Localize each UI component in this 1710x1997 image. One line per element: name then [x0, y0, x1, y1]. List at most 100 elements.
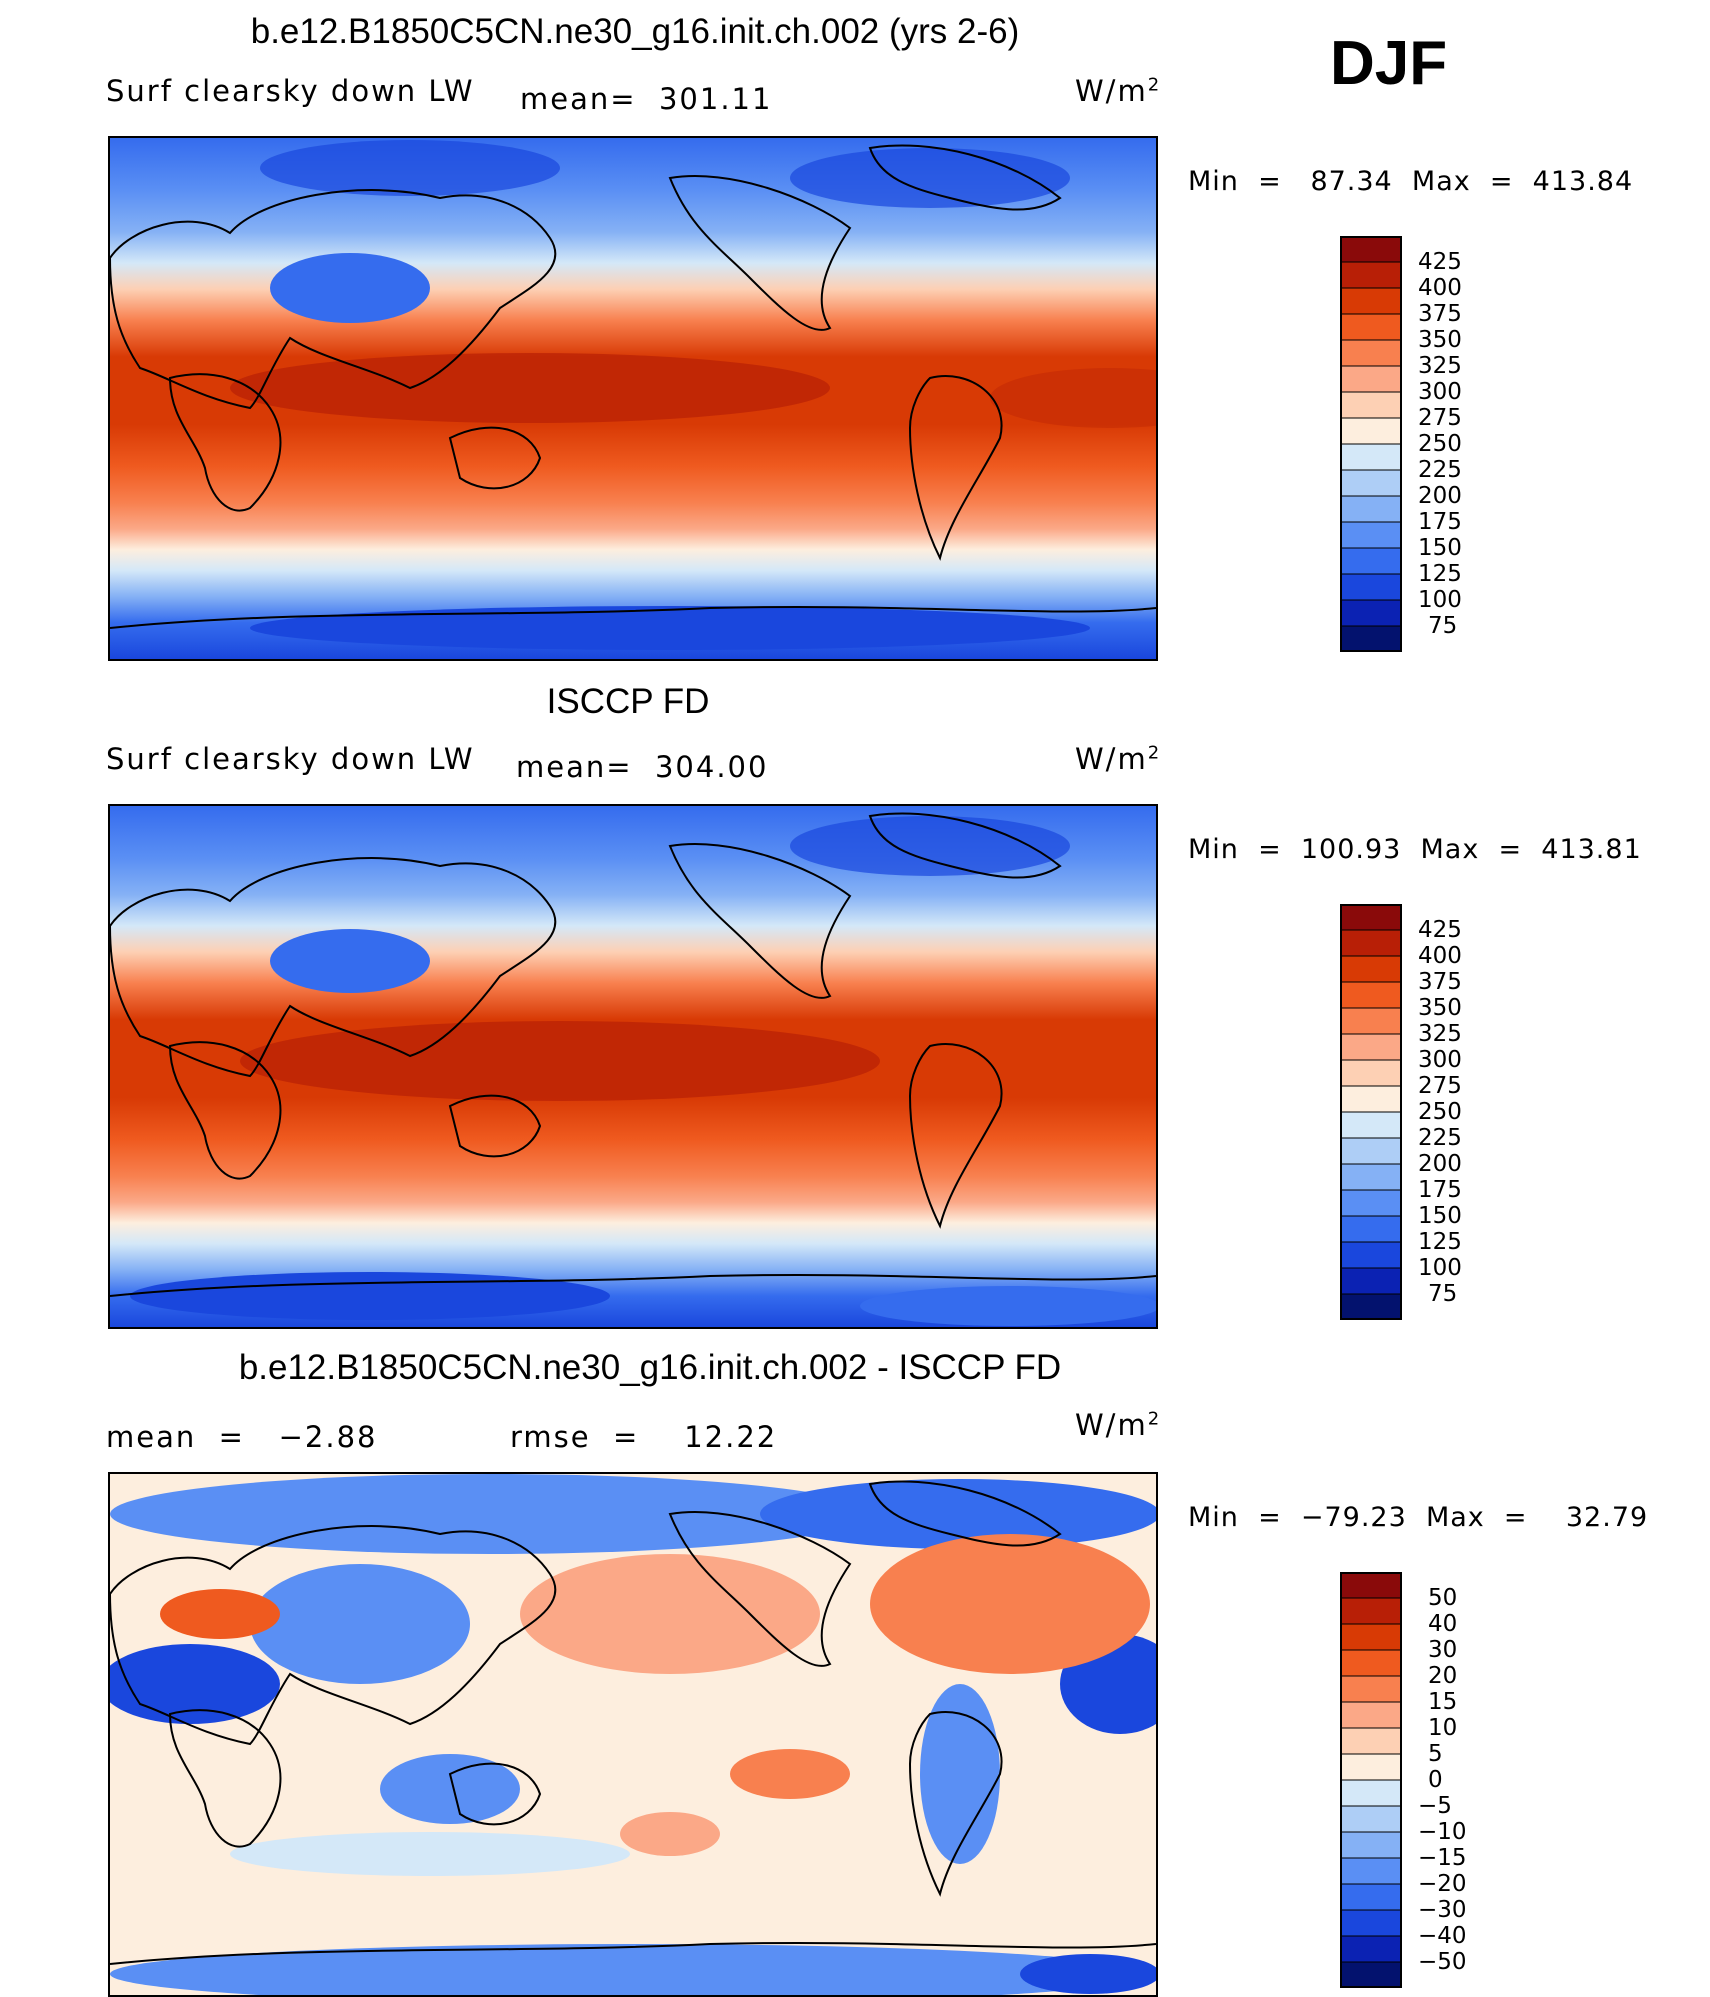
colorbar-tick-label: 40 — [1428, 1611, 1458, 1637]
panel3-title: b.e12.B1850C5CN.ne30_g16.init.ch.002 - I… — [238, 1348, 1062, 1387]
colorbar-tick-label: −15 — [1418, 1845, 1467, 1871]
colorbar-box — [1340, 443, 1402, 471]
colorbar-frame — [1340, 904, 1402, 1320]
colorbar-tick-label: 75 — [1428, 1281, 1458, 1307]
colorbar-tick-label: 375 — [1418, 969, 1462, 995]
colorbar-box — [1340, 365, 1402, 393]
colorbar-box — [1340, 287, 1402, 315]
colorbar-box — [1340, 955, 1402, 983]
colorbar-box — [1340, 1007, 1402, 1035]
colorbar-tick-label: 175 — [1418, 509, 1462, 535]
colorbar-tick-label: −40 — [1418, 1923, 1467, 1949]
colorbar-box — [1340, 1909, 1402, 1937]
panel1-colorbar — [1340, 236, 1402, 652]
colorbar-box — [1340, 1215, 1402, 1243]
colorbar-tick-label: 425 — [1418, 249, 1462, 275]
colorbar-box — [1340, 1163, 1402, 1191]
colorbar-box — [1340, 1623, 1402, 1651]
panel2-unit-label: W/m2 — [1075, 742, 1162, 776]
colorbar-tick-label: 225 — [1418, 1125, 1462, 1151]
colorbar-tick-label: 30 — [1428, 1637, 1458, 1663]
colorbar-box — [1340, 391, 1402, 419]
colorbar-box — [1340, 625, 1402, 652]
colorbar-tick-label: 325 — [1418, 1021, 1462, 1047]
colorbar-tick-label: 100 — [1418, 587, 1462, 613]
colorbar-tick-label: 200 — [1418, 483, 1462, 509]
season-label: DJF — [1330, 29, 1448, 98]
colorbar-tick-label: 150 — [1418, 535, 1462, 561]
colorbar-box — [1340, 929, 1402, 957]
colorbar-tick-label: 275 — [1418, 405, 1462, 431]
colorbar-box — [1340, 469, 1402, 497]
colorbar-tick-label: 225 — [1418, 457, 1462, 483]
colorbar-box — [1340, 599, 1402, 627]
colorbar-tick-label: 400 — [1418, 943, 1462, 969]
colorbar-box — [1340, 981, 1402, 1009]
colorbar-box — [1340, 547, 1402, 575]
colorbar-box — [1340, 1137, 1402, 1165]
colorbar-tick-label: 300 — [1418, 1047, 1462, 1073]
panel2-mean-label: mean= 304.00 — [516, 750, 769, 784]
colorbar-tick-label: 150 — [1418, 1203, 1462, 1229]
colorbar-tick-label: 5 — [1428, 1741, 1443, 1767]
panel2-variable-label: Surf clearsky down LW — [106, 742, 475, 776]
colorbar-tick-label: 250 — [1418, 431, 1462, 457]
colorbar-tick-label: 10 — [1428, 1715, 1458, 1741]
colorbar-box — [1340, 1111, 1402, 1139]
colorbar-box — [1340, 1675, 1402, 1703]
panel3-mean-label: mean = −2.88 — [106, 1420, 378, 1454]
colorbar-tick-label: 100 — [1418, 1255, 1462, 1281]
panel2-map — [108, 804, 1158, 1329]
panel2-map-svg — [110, 806, 1156, 1327]
panel3-colorbar — [1340, 1572, 1402, 1988]
colorbar-box — [1340, 1857, 1402, 1885]
colorbar-box — [1340, 1241, 1402, 1269]
colorbar-box — [1340, 236, 1402, 263]
colorbar-box — [1340, 1597, 1402, 1625]
colorbar-tick-label: −50 — [1418, 1949, 1467, 1975]
colorbar-tick-label: 125 — [1418, 1229, 1462, 1255]
colorbar-box — [1340, 573, 1402, 601]
panel3-unit-label: W/m2 — [1075, 1408, 1162, 1442]
panel2-colorbar — [1340, 904, 1402, 1320]
panel3-map-svg — [110, 1474, 1156, 1995]
colorbar-frame — [1340, 236, 1402, 652]
colorbar-box — [1340, 1085, 1402, 1113]
colorbar-tick-label: 200 — [1418, 1151, 1462, 1177]
panel1-variable-label: Surf clearsky down LW — [106, 74, 475, 108]
colorbar-tick-label: 400 — [1418, 275, 1462, 301]
colorbar-tick-label: 250 — [1418, 1099, 1462, 1125]
colorbar-box — [1340, 1753, 1402, 1781]
panel2-minmax: Min = 100.93 Max = 413.81 — [1188, 834, 1642, 865]
colorbar-box — [1340, 1701, 1402, 1729]
colorbar-tick-label: −20 — [1418, 1871, 1467, 1897]
colorbar-box — [1340, 495, 1402, 523]
colorbar-tick-label: 350 — [1418, 995, 1462, 1021]
panel1-map-svg — [110, 138, 1156, 659]
colorbar-tick-label: −5 — [1418, 1793, 1452, 1819]
colorbar-box — [1340, 1727, 1402, 1755]
panel3-minmax: Min = −79.23 Max = 32.79 — [1188, 1502, 1649, 1533]
colorbar-tick-label: 0 — [1428, 1767, 1443, 1793]
colorbar-box — [1340, 1961, 1402, 1988]
colorbar-box — [1340, 417, 1402, 445]
colorbar-box — [1340, 1059, 1402, 1087]
colorbar-box — [1340, 1293, 1402, 1320]
panel1-unit-label: W/m2 — [1075, 74, 1162, 108]
colorbar-tick-label: 175 — [1418, 1177, 1462, 1203]
colorbar-tick-label: 350 — [1418, 327, 1462, 353]
colorbar-box — [1340, 313, 1402, 341]
colorbar-box — [1340, 1779, 1402, 1807]
colorbar-box — [1340, 1649, 1402, 1677]
panel3-rmse-label: rmse = 12.22 — [510, 1420, 778, 1454]
colorbar-tick-label: 15 — [1428, 1689, 1458, 1715]
colorbar-tick-label: 325 — [1418, 353, 1462, 379]
colorbar-tick-label: 75 — [1428, 613, 1458, 639]
colorbar-tick-label: 125 — [1418, 561, 1462, 587]
panel3-map — [108, 1472, 1158, 1997]
colorbar-box — [1340, 1883, 1402, 1911]
colorbar-tick-label: 50 — [1428, 1585, 1458, 1611]
colorbar-box — [1340, 1572, 1402, 1599]
panel1-minmax: Min = 87.34 Max = 413.84 — [1188, 166, 1634, 197]
panel1-mean-label: mean= 301.11 — [520, 82, 773, 116]
